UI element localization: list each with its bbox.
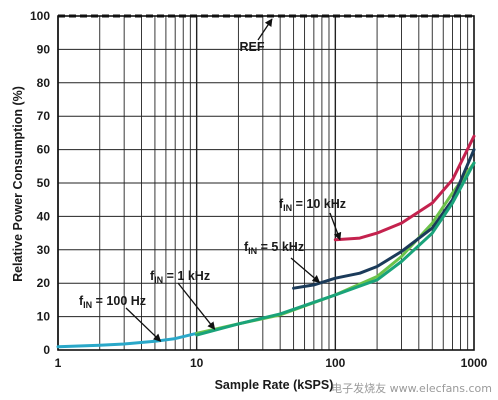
series-leader-1 xyxy=(177,282,216,330)
x-tick-label: 10 xyxy=(190,356,204,370)
x-tick-labels: 1 10 100 1000 xyxy=(55,356,488,370)
x-tick-label: 1000 xyxy=(461,356,488,370)
watermark-text: 电子发烧友 www.elecfans.com xyxy=(331,381,492,395)
series-leader-2 xyxy=(290,257,321,284)
y-tick-label: 100 xyxy=(30,9,50,23)
series-leader-3 xyxy=(329,212,342,241)
y-axis-title: Relative Power Consumption (%) xyxy=(11,86,25,282)
y-tick-label: 10 xyxy=(37,310,51,324)
y-tick-label: 20 xyxy=(37,276,51,290)
y-tick-label: 50 xyxy=(37,176,51,190)
reference-label: REF xyxy=(240,40,265,54)
y-tick-label: 30 xyxy=(37,243,51,257)
series-leader-0 xyxy=(125,307,162,342)
series-layer xyxy=(56,134,476,349)
series-label-0: fIN = 100 Hz xyxy=(79,294,146,310)
series-label-1: fIN = 1 kHz xyxy=(150,269,210,285)
y-tick-label: 80 xyxy=(37,76,51,90)
plot-border xyxy=(57,15,475,351)
plot-frame xyxy=(57,14,475,351)
y-tick-label: 60 xyxy=(37,143,51,157)
series-line-0 xyxy=(56,331,199,349)
x-tick-label: 1 xyxy=(55,356,62,370)
y-tick-label: 90 xyxy=(37,42,51,56)
y-tick-label: 40 xyxy=(37,209,51,223)
y-tick-labels: 0 10 20 30 40 50 60 70 80 90 100 xyxy=(30,9,50,357)
series-line-2 xyxy=(292,148,476,290)
y-tick-label: 0 xyxy=(43,343,50,357)
x-tick-label: 100 xyxy=(325,356,345,370)
reference-leader xyxy=(257,18,273,41)
series-line-3 xyxy=(333,134,476,242)
series-label-3: fIN = 10 kHz xyxy=(279,197,346,213)
x-axis-title: Sample Rate (kSPS) xyxy=(215,378,334,392)
series-label-2: fIN = 5 kHz xyxy=(244,240,304,256)
y-tick-label: 70 xyxy=(37,109,51,123)
series-line-4 xyxy=(195,161,476,337)
